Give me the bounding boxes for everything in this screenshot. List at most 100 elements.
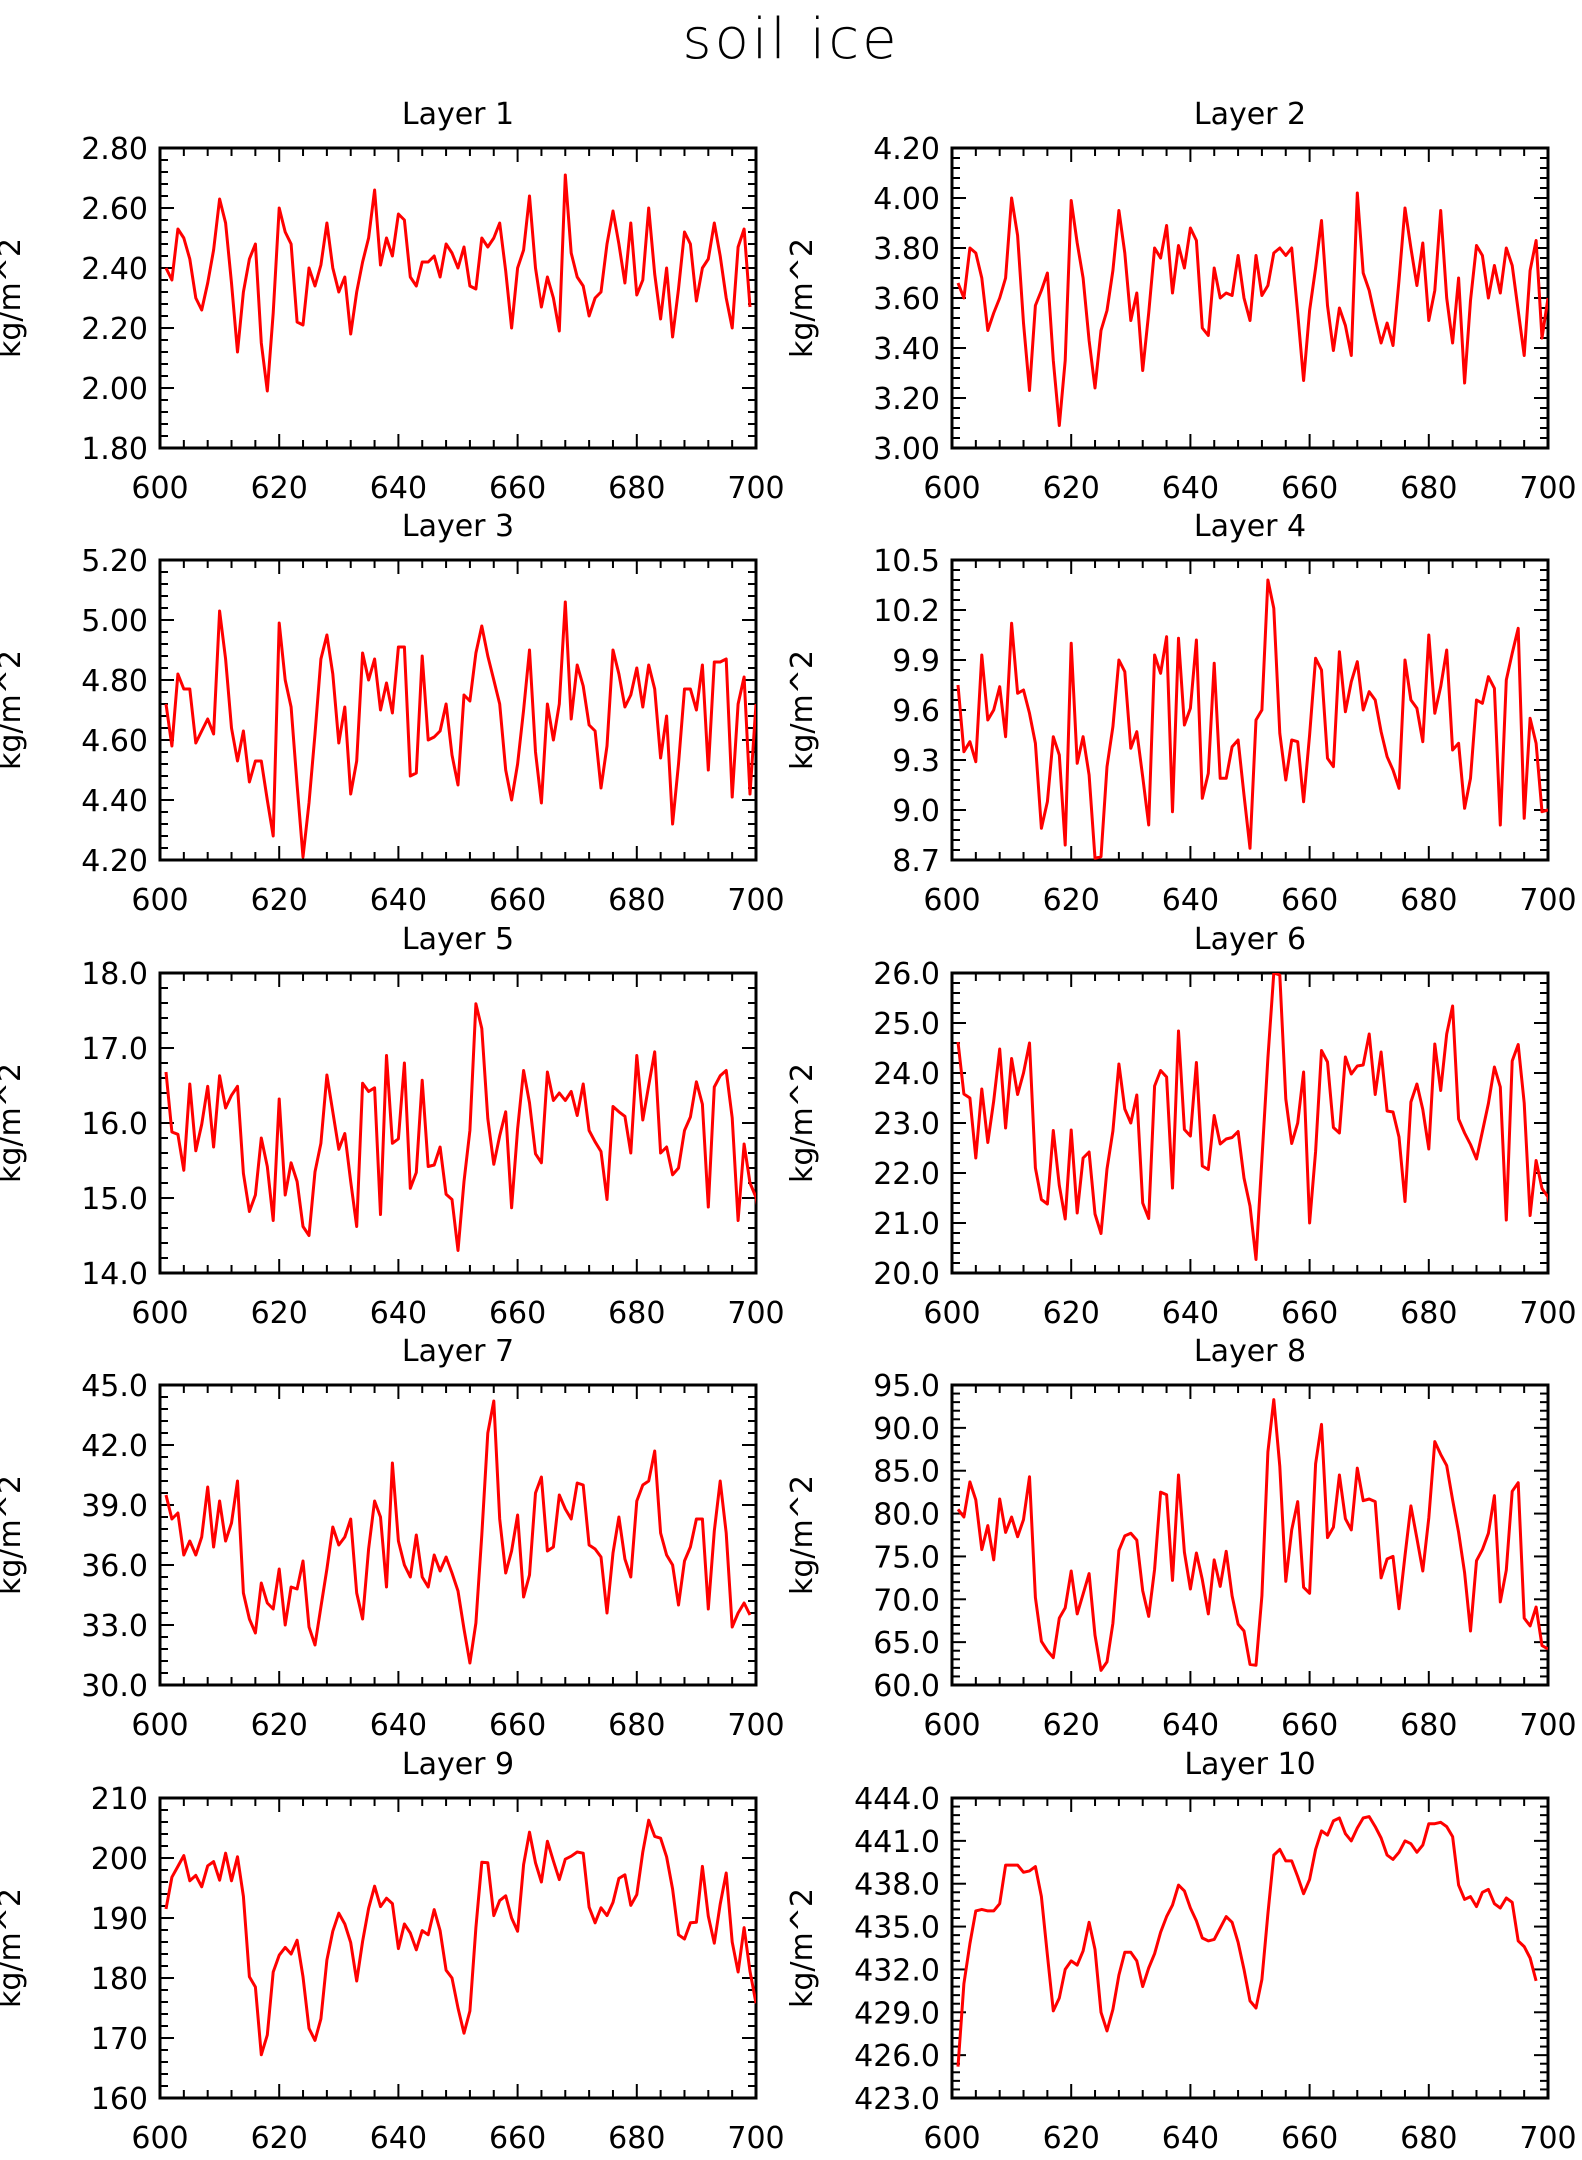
x-tick-label: 660 [489, 1708, 546, 1743]
x-tick-label: 660 [489, 471, 546, 506]
y-tick-label: 16.0 [81, 1107, 148, 1142]
x-tick-label: 660 [1281, 1296, 1338, 1331]
x-tick-label: 600 [923, 471, 980, 506]
y-tick-label: 23.0 [873, 1107, 940, 1142]
x-tick-label: 600 [131, 471, 188, 506]
x-tick-label: 700 [727, 2121, 784, 2156]
y-tick-label: 75.0 [873, 1540, 940, 1575]
y-tick-label: 85.0 [873, 1455, 940, 1490]
y-tick-label: 190 [91, 1902, 148, 1937]
y-tick-label: 3.40 [873, 332, 940, 367]
x-tick-label: 600 [131, 2121, 188, 2156]
y-tick-label: 5.00 [81, 604, 148, 639]
chart-panel: 600 620 640 660 680 700 30.0 33.0 36.0 39.0 42.0 45… [0, 1334, 785, 1743]
x-tick-label: 680 [608, 471, 665, 506]
x-tick-label: 680 [1400, 471, 1457, 506]
series-line [164, 1818, 756, 2057]
y-axis-label: kg/m^2 [0, 1475, 28, 1595]
x-tick-label: 700 [727, 1708, 784, 1743]
x-tick-label: 640 [370, 2121, 427, 2156]
figure-title: soil ice [682, 7, 900, 72]
y-tick-label: 2.20 [81, 312, 148, 347]
y-tick-label: 65.0 [873, 1626, 940, 1661]
y-tick-label: 70.0 [873, 1583, 940, 1618]
y-tick-label: 24.0 [873, 1057, 940, 1092]
panel-title: Layer 7 [402, 1334, 514, 1369]
y-tick-label: 15.0 [81, 1182, 148, 1217]
y-tick-label: 429.0 [854, 1996, 940, 2031]
y-tick-label: 9.3 [892, 744, 940, 779]
y-tick-label: 432.0 [854, 1953, 940, 1988]
panel-title: Layer 2 [1194, 97, 1306, 132]
y-tick-label: 9.0 [892, 794, 940, 829]
x-tick-label: 620 [1043, 1708, 1100, 1743]
y-tick-label: 22.0 [873, 1157, 940, 1192]
y-tick-label: 60.0 [873, 1669, 940, 1704]
chart-panel: 600 620 640 660 680 700 423.0 426.0 429.0 432.0 43… [785, 1747, 1577, 2156]
y-tick-label: 42.0 [81, 1429, 148, 1464]
series-line [164, 173, 752, 393]
y-tick-label: 80.0 [873, 1498, 940, 1533]
y-tick-label: 8.7 [892, 844, 940, 879]
y-tick-label: 4.20 [81, 844, 148, 879]
x-tick-label: 600 [923, 2121, 980, 2156]
x-tick-label: 660 [1281, 883, 1338, 918]
x-tick-label: 700 [1519, 471, 1576, 506]
y-tick-label: 3.00 [873, 432, 940, 467]
x-tick-label: 600 [923, 1708, 980, 1743]
y-tick-label: 20.0 [873, 1257, 940, 1292]
y-tick-label: 30.0 [81, 1669, 148, 1704]
y-tick-label: 426.0 [854, 2039, 940, 2074]
y-tick-label: 441.0 [854, 1825, 940, 1860]
y-tick-label: 3.20 [873, 382, 940, 417]
chart-panel: 600 620 640 660 680 700 60.0 65.0 70.0 75.0 80.0 85… [785, 1334, 1577, 1743]
x-tick-label: 680 [1400, 1296, 1457, 1331]
y-tick-label: 18.0 [81, 957, 148, 992]
plot-frame [158, 146, 758, 450]
y-tick-label: 4.80 [81, 664, 148, 699]
y-tick-label: 5.20 [81, 544, 148, 579]
y-tick-label: 210 [91, 1782, 148, 1817]
y-tick-label: 90.0 [873, 1412, 940, 1447]
y-tick-label: 4.20 [873, 132, 940, 167]
y-tick-label: 435.0 [854, 1911, 940, 1946]
y-tick-label: 3.80 [873, 232, 940, 267]
x-tick-label: 680 [1400, 883, 1457, 918]
y-tick-label: 10.2 [873, 594, 940, 629]
y-tick-label: 160 [91, 2082, 148, 2117]
y-tick-label: 180 [91, 1962, 148, 1997]
x-tick-label: 660 [489, 2121, 546, 2156]
x-tick-label: 700 [727, 883, 784, 918]
x-tick-label: 700 [727, 1296, 784, 1331]
panel-title: Layer 6 [1194, 922, 1306, 957]
plot-frame [158, 1796, 758, 2100]
x-tick-label: 680 [1400, 1708, 1457, 1743]
y-tick-label: 2.80 [81, 132, 148, 167]
chart-panel: 600 620 640 660 680 700 8.7 9.0 9.3 9.6 9.9 10.2 10.… [785, 509, 1577, 918]
x-tick-label: 660 [489, 883, 546, 918]
x-tick-label: 640 [370, 883, 427, 918]
x-tick-label: 660 [1281, 471, 1338, 506]
plot-frame [158, 971, 758, 1275]
y-tick-label: 33.0 [81, 1609, 148, 1644]
x-tick-label: 660 [489, 1296, 546, 1331]
y-axis-label: kg/m^2 [785, 1888, 820, 2008]
panel-title: Layer 5 [402, 922, 514, 957]
x-tick-label: 640 [370, 1708, 427, 1743]
y-tick-label: 444.0 [854, 1782, 940, 1817]
series-line [956, 578, 1548, 860]
x-tick-label: 600 [131, 883, 188, 918]
panel-title: Layer 1 [402, 97, 514, 132]
series-line [164, 1399, 752, 1665]
y-tick-label: 9.9 [892, 644, 940, 679]
panel-title: Layer 3 [402, 509, 514, 544]
x-tick-label: 620 [1043, 1296, 1100, 1331]
x-tick-label: 660 [1281, 1708, 1338, 1743]
y-tick-label: 1.80 [81, 432, 148, 467]
x-tick-label: 700 [1519, 1708, 1576, 1743]
x-tick-label: 600 [923, 1296, 980, 1331]
y-axis-label: kg/m^2 [0, 1888, 28, 2008]
series-line [956, 191, 1548, 427]
y-axis-label: kg/m^2 [0, 238, 28, 358]
